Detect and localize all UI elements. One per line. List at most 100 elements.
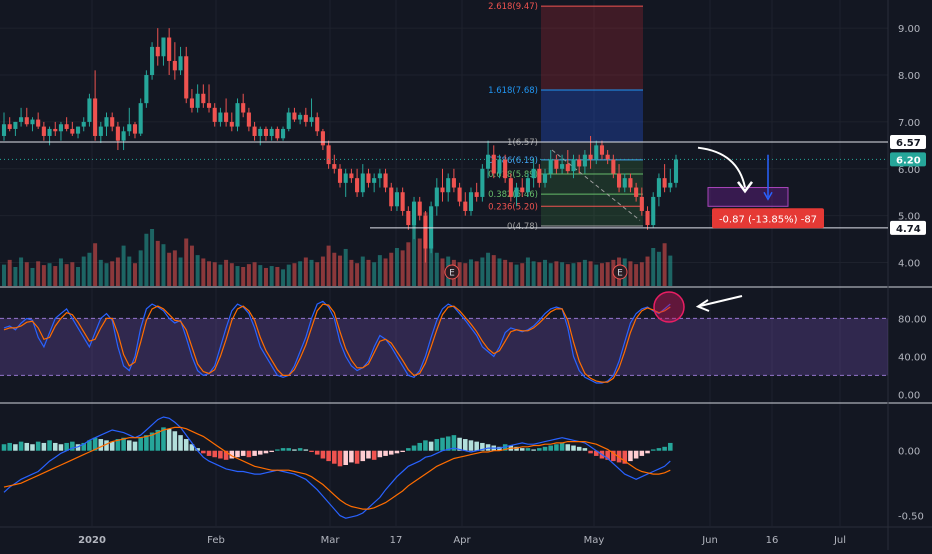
macd-histogram-bar xyxy=(542,446,548,451)
macd-histogram-bar xyxy=(161,427,166,451)
price-tick-label: 7.00 xyxy=(898,118,920,129)
macd-histogram-bar xyxy=(366,450,371,459)
volume-bar xyxy=(668,255,673,286)
candle-body xyxy=(298,114,303,120)
price-tick-label: 8.00 xyxy=(898,71,920,82)
macd-histogram-bar xyxy=(611,450,616,462)
volume-bar xyxy=(178,257,183,286)
volume-bar xyxy=(7,259,12,286)
macd-histogram-bar xyxy=(645,450,650,454)
volume-bar xyxy=(406,242,411,286)
macd-histogram-bar xyxy=(662,446,667,451)
stoch-tick-label: 80.00 xyxy=(898,314,927,325)
candle-body xyxy=(560,164,565,169)
volume-bar xyxy=(383,258,388,286)
volume-bar xyxy=(121,245,126,286)
volume-bar xyxy=(560,262,565,286)
volume-bar xyxy=(189,245,194,286)
volume-bar xyxy=(582,259,587,286)
candle-body xyxy=(349,173,354,179)
candle-body xyxy=(577,159,582,167)
volume-bar xyxy=(486,252,491,286)
volume-bar xyxy=(520,263,525,286)
volume-bar xyxy=(263,267,268,286)
fib-level-label: 1.618(7.68) xyxy=(488,86,538,96)
macd-histogram-bar xyxy=(303,449,309,451)
macd-histogram-bar xyxy=(309,450,314,453)
volume-bar xyxy=(326,245,331,286)
volume-bar xyxy=(599,263,604,286)
candle-body xyxy=(64,124,69,129)
candle-body xyxy=(582,154,587,167)
candle-body xyxy=(474,192,479,197)
candle-body xyxy=(75,126,81,134)
macd-histogram-bar xyxy=(571,445,576,451)
volume-bar xyxy=(132,263,137,286)
macd-histogram-bar xyxy=(582,448,588,451)
candle-body xyxy=(343,173,348,183)
macd-histogram-bar xyxy=(622,450,628,464)
time-tick-label: Jun xyxy=(701,535,718,546)
macd-histogram-bar xyxy=(548,445,553,451)
candle-body xyxy=(315,117,320,132)
candle-body xyxy=(53,128,58,132)
volume-bar xyxy=(87,252,92,286)
candle-body xyxy=(212,107,217,122)
candle-body xyxy=(326,145,331,165)
volume-bar xyxy=(155,240,160,286)
macd-histogram-bar xyxy=(531,449,536,451)
macd-histogram-bar xyxy=(343,450,348,465)
candle-body xyxy=(480,168,485,197)
volume-bar xyxy=(167,252,172,286)
macd-histogram-bar xyxy=(58,444,64,451)
macd-histogram-bar xyxy=(519,448,525,451)
macd-histogram-bar xyxy=(593,450,599,456)
candle-body xyxy=(565,164,570,172)
candle-body xyxy=(58,124,63,132)
time-tick-label: 17 xyxy=(390,535,403,546)
volume-bar xyxy=(543,259,548,286)
volume-bar xyxy=(76,267,81,286)
price-tick-label: 4.00 xyxy=(898,259,920,270)
fib-trend-line xyxy=(551,149,641,221)
volume-bar xyxy=(150,229,155,286)
candle-body xyxy=(446,178,451,193)
volume-bar xyxy=(201,258,206,286)
macd-histogram-bar xyxy=(212,450,217,458)
volume-bar xyxy=(315,262,320,286)
macd-histogram-bar xyxy=(41,442,47,451)
candle-body xyxy=(1,124,7,136)
earnings-marker-label: E xyxy=(449,269,455,279)
macd-histogram-bar xyxy=(127,440,132,451)
macd-histogram-bar xyxy=(144,435,149,451)
price-label: 4.74 xyxy=(896,224,921,235)
volume-bar xyxy=(474,261,479,286)
macd-line xyxy=(3,416,671,519)
volume-bar xyxy=(258,265,263,286)
macd-histogram-bar xyxy=(269,450,274,453)
macd-histogram-bar xyxy=(240,450,246,456)
macd-histogram-bar xyxy=(286,448,292,451)
time-tick-label: Feb xyxy=(207,535,225,546)
candle-body xyxy=(411,201,417,226)
candle-body xyxy=(537,168,542,183)
volume-bar xyxy=(53,266,58,286)
volume-bar xyxy=(93,243,98,286)
macd-histogram-bar xyxy=(480,442,485,451)
candle-body xyxy=(394,192,399,207)
candle-body xyxy=(229,121,234,127)
volume-bar xyxy=(355,263,360,286)
volume-bar xyxy=(229,263,234,286)
candle-body xyxy=(468,192,474,211)
macd-histogram-bar xyxy=(35,441,41,451)
fib-level-label: 2.618(9.47) xyxy=(488,2,538,12)
volume-bar xyxy=(184,238,189,286)
candle-body xyxy=(440,187,445,193)
macd-histogram-bar xyxy=(406,448,411,451)
candle-body xyxy=(497,159,502,174)
measure-label-bg xyxy=(712,208,824,229)
stoch-k-line xyxy=(3,300,671,384)
macd-histogram-bar xyxy=(485,444,491,451)
macd-histogram-bar xyxy=(201,450,206,454)
